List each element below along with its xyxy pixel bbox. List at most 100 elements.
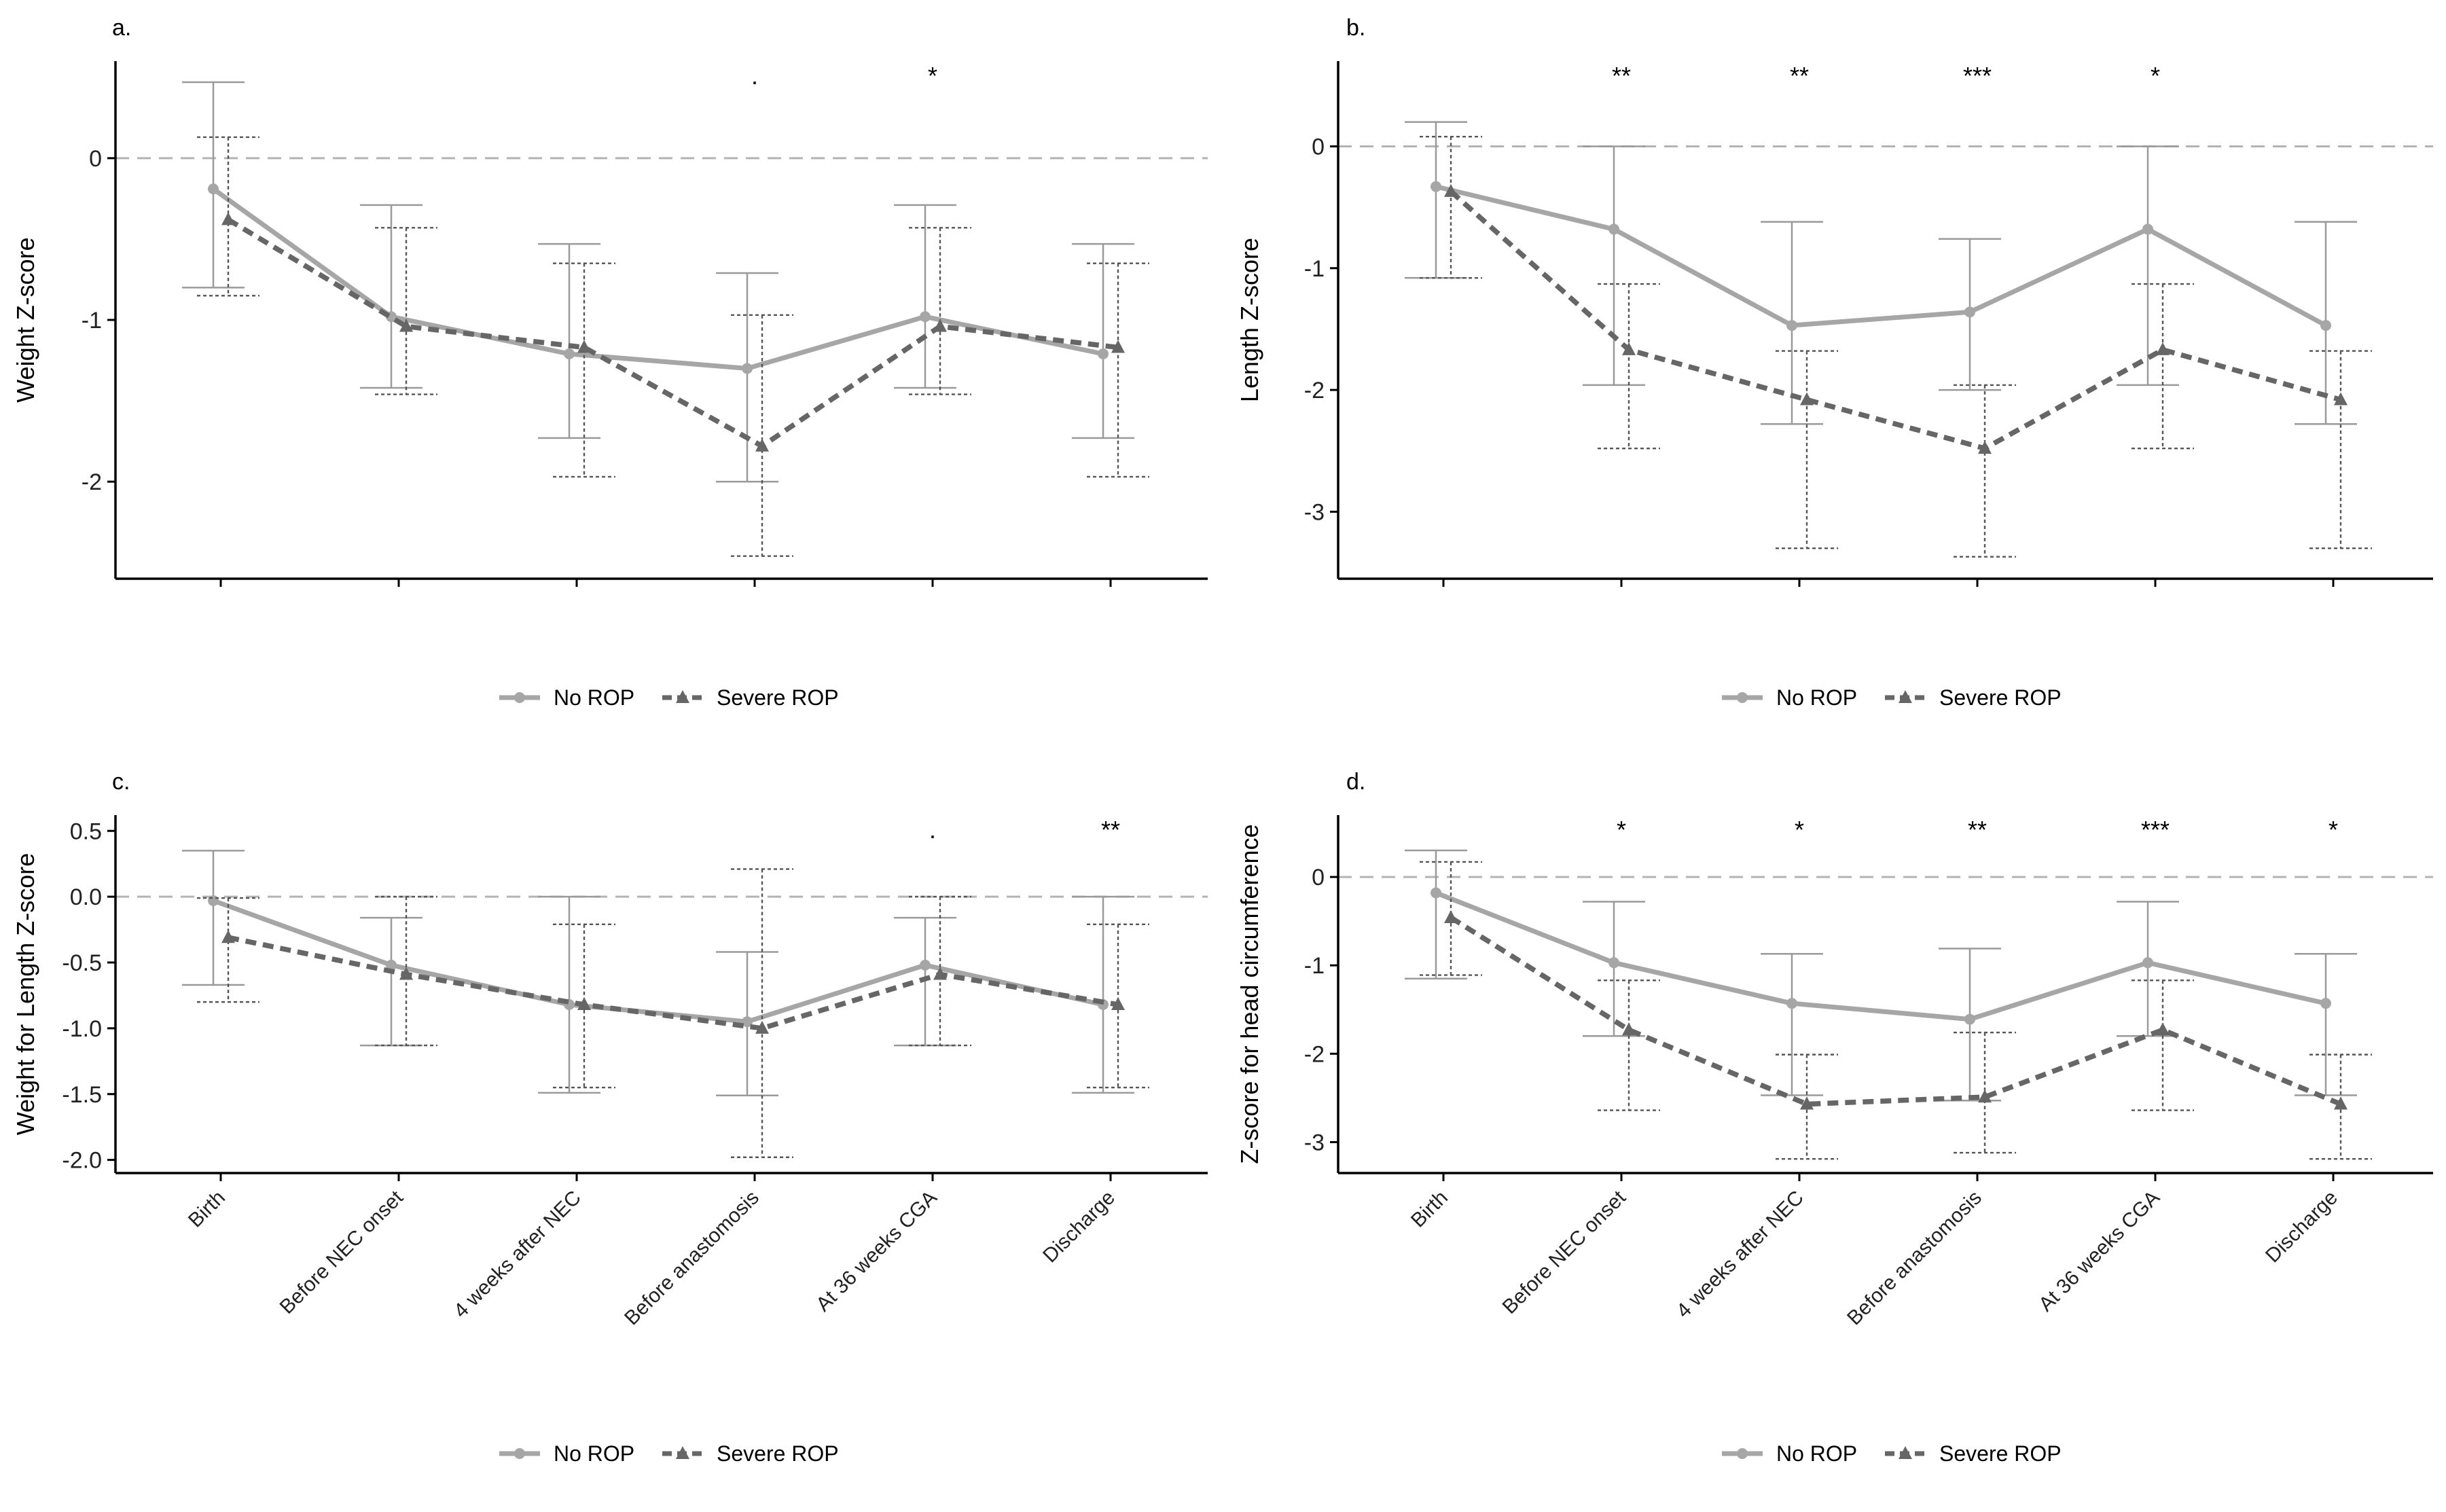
panel-label: b. (1346, 15, 1365, 41)
significance-marker: . (929, 816, 936, 844)
x-tick-label: 4 weeks after NEC (1672, 1187, 1808, 1322)
legend-label: No ROP (554, 1441, 634, 1466)
significance-marker: *** (1963, 62, 1992, 90)
data-point (2156, 342, 2170, 355)
data-point (1431, 181, 1441, 192)
series-line (1449, 190, 2342, 451)
significance-marker: ** (1968, 816, 1987, 844)
data-point (564, 348, 575, 360)
x-tick-label: Before anastomosis (620, 1187, 763, 1330)
legend-marker (514, 1448, 525, 1459)
x-tick-label: At 36 weeks CGA (2034, 1187, 2164, 1316)
legend-label: No ROP (1776, 1441, 1857, 1466)
error-bar (2309, 350, 2372, 550)
data-point (755, 438, 769, 452)
data-point (2156, 1022, 2170, 1036)
series-severe-rop (1420, 135, 2372, 558)
error-bar (1405, 849, 1467, 979)
significance-marker: ** (1101, 816, 1120, 844)
error-bar (197, 136, 259, 297)
y-axis-label: Z-score for head circumference (1236, 824, 1263, 1164)
data-point (1444, 910, 1458, 923)
error-bar (731, 314, 793, 557)
x-tick-label: Birth (184, 1187, 230, 1232)
error-bar (731, 868, 793, 1158)
data-point (2142, 957, 2153, 969)
error-bar (2132, 283, 2194, 450)
data-point (1622, 1022, 1636, 1036)
legend: No ROP Severe ROP (499, 685, 839, 710)
panel-c: c. Weight for Length Z-score -2.0 -1.5 -1.0 -… (12, 769, 1208, 1466)
data-point (1622, 342, 1636, 355)
panel-label: c. (112, 769, 130, 795)
series-line (227, 217, 1119, 449)
data-point (742, 363, 753, 374)
data-point (1786, 320, 1797, 331)
error-bar (909, 227, 971, 395)
error-bar (1761, 953, 1823, 1096)
data-point (399, 319, 413, 332)
x-tick-label: Before NEC onset (276, 1186, 408, 1318)
significance-marker: * (928, 62, 937, 90)
error-bar (360, 916, 422, 1047)
panel-a: a. Weight Z-score -2 -1 0. * No ROP Severe ROP (12, 15, 1208, 710)
legend: No ROP Severe ROP (1722, 685, 2062, 710)
series-line (228, 935, 1119, 1031)
panel-label: a. (112, 15, 131, 41)
legend-label: Severe ROP (1939, 1441, 2062, 1466)
error-bar (1598, 979, 1660, 1111)
error-bar (1583, 145, 1645, 386)
error-bar (1954, 384, 2016, 558)
y-axis-label: Weight Z-score (12, 237, 39, 402)
legend-marker (676, 690, 689, 703)
y-tick-label: 0.0 (70, 884, 102, 910)
panel-d: d. Z-score for head circumference -3 -2 -1 0 B… (1236, 769, 2433, 1466)
y-tick-label: 0.5 (70, 818, 102, 844)
y-axis-label: Length Z-score (1236, 238, 1263, 402)
legend-marker (1899, 690, 1912, 703)
error-bar (1072, 895, 1134, 1094)
error-bar (197, 897, 259, 1003)
y-tick-label: -1 (1304, 256, 1325, 282)
error-bar (182, 850, 245, 986)
data-point (1608, 957, 1619, 969)
series-no-rop (182, 81, 1134, 483)
y-tick-label: -1 (1304, 953, 1325, 979)
data-point (208, 895, 219, 906)
error-bar (375, 227, 437, 395)
y-tick-label: 0 (89, 146, 102, 172)
error-bar (716, 272, 778, 483)
data-point (933, 967, 947, 980)
error-bar (894, 916, 956, 1047)
data-point (1978, 1090, 1992, 1103)
legend-label: No ROP (554, 685, 634, 710)
series-severe-rop (197, 868, 1149, 1158)
series-severe-rop (197, 136, 1149, 557)
legend-label: Severe ROP (717, 685, 839, 710)
error-bar (1954, 1031, 2016, 1154)
significance-marker: * (1617, 816, 1626, 844)
legend-marker (514, 692, 525, 703)
error-bar (2117, 145, 2179, 386)
error-bar (360, 204, 422, 389)
significance-marker: * (2328, 816, 2338, 844)
y-axis-label: Weight for Length Z-score (12, 853, 39, 1136)
y-tick-label: -1.0 (62, 1016, 102, 1042)
data-point (1111, 340, 1125, 353)
error-bar (1598, 283, 1660, 450)
data-point (920, 959, 931, 971)
data-point (1964, 306, 1975, 318)
series-line (211, 187, 1104, 371)
y-tick-label: -0.5 (62, 950, 102, 976)
series-line (212, 898, 1104, 1024)
legend: No ROP Severe ROP (1722, 1441, 2062, 1466)
error-bar (2295, 953, 2357, 1096)
data-point (755, 1020, 769, 1034)
series-severe-rop (1420, 861, 2372, 1160)
significance-marker: ** (1612, 62, 1631, 90)
legend: No ROP Severe ROP (499, 1441, 839, 1466)
y-tick-label: 0 (1312, 865, 1325, 890)
error-bar (1087, 262, 1149, 478)
x-tick-label: At 36 weeks CGA (812, 1187, 941, 1316)
